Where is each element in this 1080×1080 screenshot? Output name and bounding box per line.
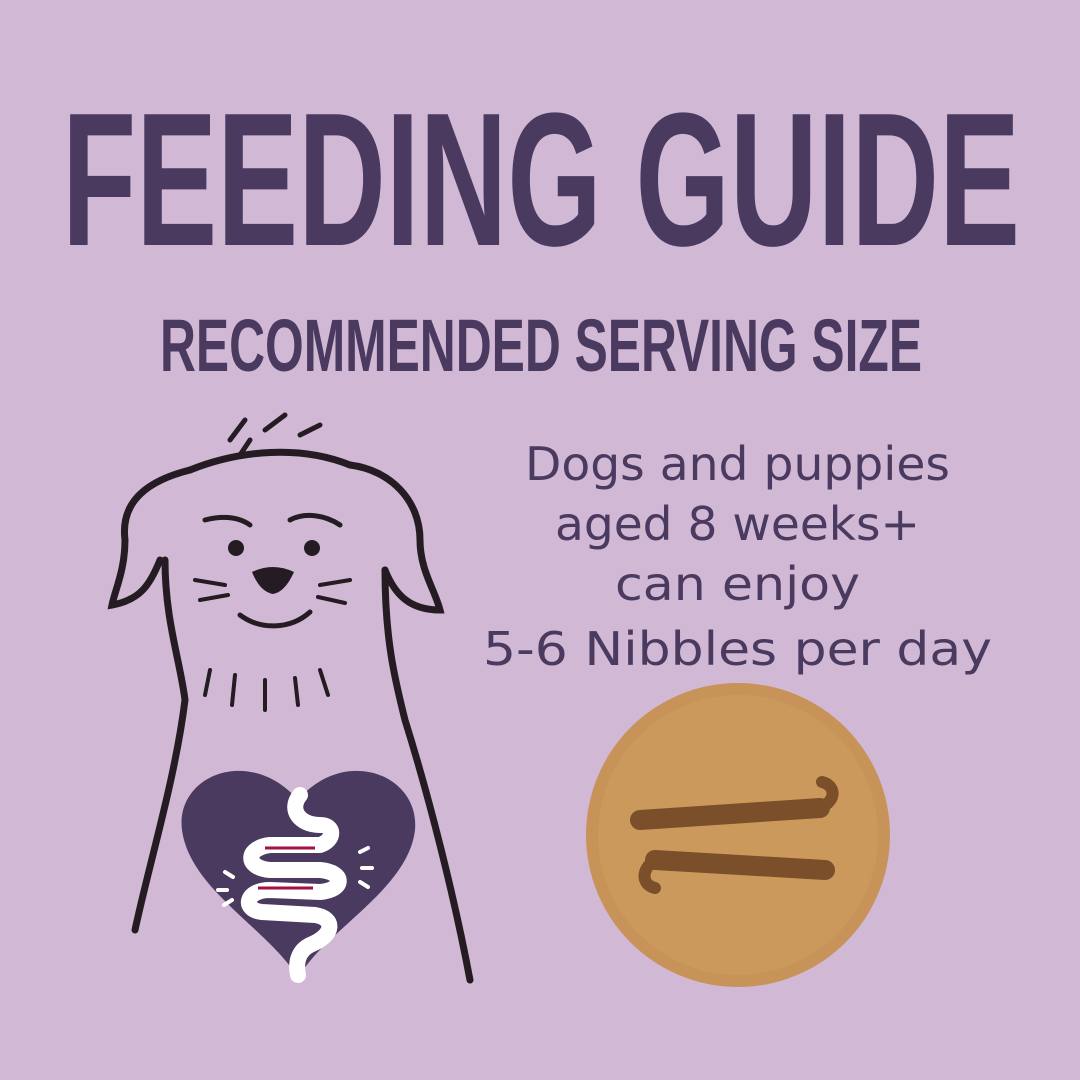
heart-gut-icon [181,770,416,983]
biscuit-image [586,683,890,987]
description-line-3: can enjoy [615,557,860,611]
dog-illustration-icon [107,412,474,984]
page-title: FEEDING GUIDE [62,74,1020,286]
dog-nose [252,567,294,594]
description-line-4: 5-6 Nibbles per day [483,622,992,676]
description-line-2: aged 8 weeks+ [555,497,920,551]
page-subtitle: RECOMMENDED SERVING SIZE [160,304,922,387]
dog-left-eye [228,540,244,556]
dog-right-eye [304,540,320,556]
description-line-1: Dogs and puppies [525,437,950,491]
